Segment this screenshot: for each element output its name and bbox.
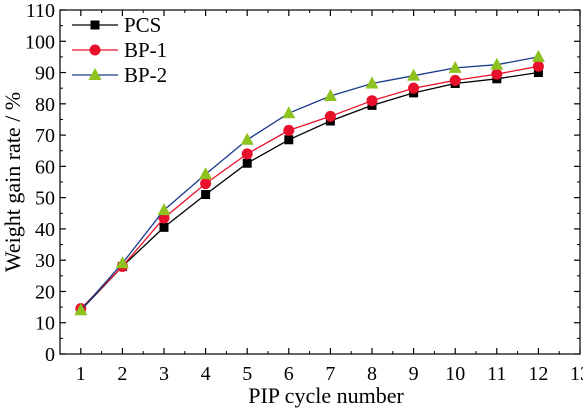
data-point-bp-2-7 bbox=[323, 89, 337, 101]
y-tick-label-10: 10 bbox=[35, 313, 55, 335]
series-line-pcs bbox=[80, 71, 539, 311]
legend-item-bp-2: BP-2 bbox=[72, 63, 167, 87]
data-point-bp-2-4 bbox=[199, 167, 213, 180]
data-point-bp-1-3 bbox=[158, 212, 170, 224]
y-axis-label: Weight gain rate / % bbox=[0, 92, 25, 272]
data-point-bp-2-12 bbox=[531, 49, 545, 62]
data-point-bp-2-5 bbox=[240, 132, 254, 145]
data-point-pcs-4 bbox=[201, 190, 211, 200]
data-point-bp-2-1 bbox=[74, 303, 88, 316]
legend-marker-bp-2 bbox=[88, 68, 102, 80]
x-tick-label-6: 6 bbox=[284, 363, 294, 385]
x-tick-label-5: 5 bbox=[242, 363, 252, 385]
x-tick-label-9: 9 bbox=[409, 363, 419, 385]
series-layer bbox=[74, 49, 545, 316]
data-point-bp-1-11 bbox=[491, 68, 503, 80]
x-tick-label-2: 2 bbox=[117, 363, 127, 385]
y-tick-label-90: 90 bbox=[35, 63, 55, 85]
legend-label-bp-1: BP-1 bbox=[124, 38, 167, 62]
y-tick-label-0: 0 bbox=[45, 344, 55, 366]
y-tick-label-60: 60 bbox=[35, 156, 55, 178]
series-bp-2 bbox=[74, 49, 545, 316]
data-point-bp-1-9 bbox=[408, 82, 420, 94]
series-line-bp-1 bbox=[80, 65, 539, 310]
x-tick-label-1: 1 bbox=[76, 363, 86, 385]
x-tick-label-3: 3 bbox=[159, 363, 169, 385]
x-tick-label-10: 10 bbox=[445, 363, 465, 385]
data-point-bp-1-10 bbox=[449, 74, 461, 86]
data-point-pcs-6 bbox=[284, 135, 294, 145]
data-point-bp-1-4 bbox=[200, 178, 212, 190]
data-point-bp-2-6 bbox=[282, 106, 296, 119]
x-tick-label-11: 11 bbox=[487, 363, 506, 385]
y-tick-label-70: 70 bbox=[35, 125, 55, 147]
x-tick-label-4: 4 bbox=[201, 363, 211, 385]
data-point-bp-1-8 bbox=[366, 95, 378, 107]
y-tick-label-30: 30 bbox=[35, 250, 55, 272]
y-tick-label-20: 20 bbox=[35, 281, 55, 303]
y-tick-label-80: 80 bbox=[35, 94, 55, 116]
data-point-pcs-5 bbox=[242, 158, 252, 168]
x-tick-label-13: 13 bbox=[570, 363, 583, 385]
legend-marker-pcs bbox=[90, 20, 100, 30]
y-tick-label-40: 40 bbox=[35, 219, 55, 241]
x-tick-label-8: 8 bbox=[367, 363, 377, 385]
legend-item-pcs: PCS bbox=[72, 13, 161, 37]
data-point-pcs-3 bbox=[159, 222, 169, 232]
data-point-bp-2-11 bbox=[490, 57, 504, 70]
data-point-pcs-12 bbox=[533, 68, 543, 78]
data-point-bp-1-5 bbox=[241, 148, 253, 160]
data-point-bp-1-6 bbox=[283, 124, 295, 136]
legend-label-pcs: PCS bbox=[124, 13, 161, 37]
legend-label-bp-2: BP-2 bbox=[124, 63, 167, 87]
x-axis-label: PIP cycle number bbox=[248, 383, 404, 408]
data-point-bp-2-9 bbox=[407, 68, 421, 81]
legend-item-bp-1: BP-1 bbox=[72, 38, 167, 62]
legend-marker-bp-1 bbox=[89, 44, 101, 56]
series-bp-1 bbox=[75, 60, 544, 315]
data-point-bp-2-2 bbox=[115, 256, 129, 269]
data-point-bp-1-12 bbox=[532, 60, 544, 72]
data-point-bp-2-10 bbox=[448, 60, 462, 73]
x-tick-label-7: 7 bbox=[325, 363, 335, 385]
data-point-bp-1-7 bbox=[324, 110, 336, 122]
x-tick-label-12: 12 bbox=[528, 363, 548, 385]
y-tick-label-110: 110 bbox=[26, 0, 55, 22]
data-point-bp-2-8 bbox=[365, 76, 379, 89]
y-tick-label-50: 50 bbox=[35, 188, 55, 210]
y-tick-label-100: 100 bbox=[25, 31, 55, 53]
data-point-bp-2-3 bbox=[157, 203, 171, 216]
series-line-bp-2 bbox=[80, 56, 539, 311]
